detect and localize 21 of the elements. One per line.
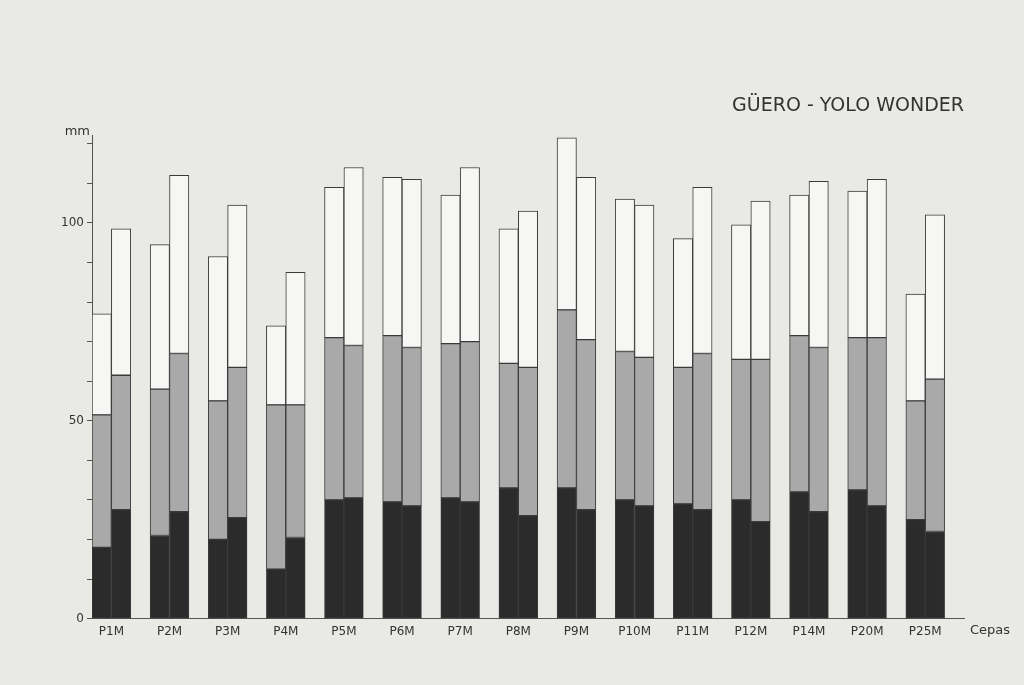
x-tick-label: P14M (792, 623, 826, 638)
x-tick-label: P10M (618, 623, 652, 638)
x-tick-label: P3M (215, 623, 241, 638)
chart-title: GÜERO - YOLO WONDER (732, 93, 964, 116)
y-tick-label: 0 (76, 610, 84, 625)
x-tick-label: P4M (273, 623, 299, 638)
y-axis-title: mm (64, 122, 90, 138)
x-axis-title: Cepas (970, 622, 1011, 638)
y-tick-label: 100 (61, 214, 84, 229)
x-tick-label: P20M (850, 623, 884, 638)
x-tick-label: P12M (734, 623, 768, 638)
x-tick-label: P8M (505, 623, 531, 638)
x-tick-label: P11M (676, 623, 710, 638)
x-tick-label: P9M (563, 623, 590, 638)
x-tick-label: P5M (331, 623, 357, 638)
y-tick-label: 50 (68, 412, 84, 427)
x-tick-label: P6M (389, 623, 415, 638)
x-tick-label: P1M (98, 623, 124, 638)
x-tick-label: P7M (447, 623, 473, 638)
x-tick-label: P25M (908, 623, 942, 638)
x-tick-label: P2M (156, 623, 183, 638)
